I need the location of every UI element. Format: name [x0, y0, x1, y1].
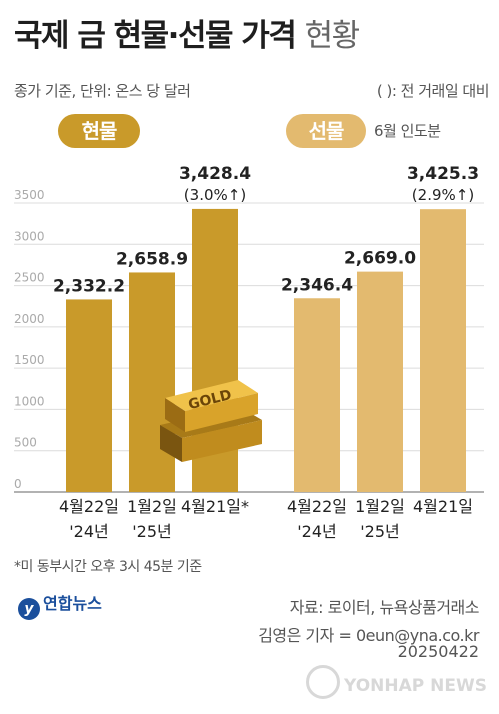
change-note: ( ): 전 거래일 대비	[376, 82, 490, 100]
gold-bar-bottom-front	[182, 420, 262, 462]
title-main: 국제 금 현물·선물 가격	[14, 18, 297, 54]
date-label: 4월22일	[59, 497, 119, 516]
page-title: 국제 금 현물·선물 가격 현황	[14, 10, 361, 55]
y-tick-label: 1000	[14, 394, 45, 408]
y-tick-label: 1500	[14, 353, 45, 367]
spot-badge: 현물	[58, 114, 140, 148]
y-tick-label: 0	[14, 477, 22, 491]
gold-bar-top-front	[185, 393, 258, 432]
date-label: 1월2일	[355, 497, 405, 516]
watermark-icon	[306, 665, 341, 699]
year-label: '24년	[297, 522, 336, 541]
title-suffix: 현황	[304, 18, 361, 54]
value-label: 3,425.3	[407, 164, 479, 184]
watermark-text: YONHAP NEWS	[344, 676, 487, 696]
bar	[357, 271, 403, 492]
value-label: 3,428.4	[179, 164, 251, 184]
date-stamp: 20250422	[397, 642, 479, 661]
bar	[129, 272, 175, 492]
yonhap-logo: y 연합뉴스	[18, 590, 102, 620]
futures-badge: 선물	[286, 114, 366, 148]
year-label: '25년	[132, 522, 171, 541]
date-label: 4월22일	[287, 497, 347, 516]
bar	[420, 209, 466, 492]
bars-layer: 2,332.2 4월22일 '24년 2,658.9 1월2일 '25년 3,428.4 (3…	[53, 164, 479, 541]
date-label: 4월21일	[413, 497, 473, 516]
footnote: *미 동부시간 오후 3시 45분 기준	[14, 559, 202, 575]
yonhap-logo-icon: y	[18, 598, 40, 620]
value-label: 2,658.9	[116, 249, 188, 269]
y-tick-label: 500	[14, 436, 37, 450]
gold-bar-illustration: GOLD	[160, 380, 262, 462]
futures-delivery-note: 6월 인도분	[374, 122, 441, 140]
source-note: 자료: 로이터, 뉴욕상품거래소	[289, 598, 480, 617]
year-label: '25년	[360, 522, 399, 541]
value-label: 2,332.2	[53, 276, 125, 296]
year-label: '24년	[69, 522, 108, 541]
value-label: 2,346.4	[281, 275, 353, 295]
change-label: (3.0%↑)	[184, 186, 246, 204]
y-tick-label: 2000	[14, 312, 45, 326]
y-tick-label: 3500	[14, 188, 45, 202]
y-tick-label: 2500	[14, 271, 45, 285]
logo-text: 연합뉴스	[43, 594, 102, 613]
bar	[294, 298, 340, 492]
date-label: 1월2일	[127, 497, 177, 516]
y-tick-label: 3000	[14, 229, 45, 243]
unit-note: 종가 기준, 단위: 온스 당 달러	[14, 82, 191, 100]
date-label: 4월21일*	[181, 497, 249, 516]
gold-bar-bottom-side	[160, 425, 182, 462]
gold-bar-top-top	[165, 380, 258, 411]
watermark: YONHAP NEWS	[306, 665, 487, 699]
gold-bar-top-side	[165, 398, 185, 432]
credit-note: 김영은 기자 = 0eun@yna.co.kr	[258, 626, 479, 645]
bar	[66, 299, 112, 492]
value-label: 2,669.0	[344, 249, 416, 269]
change-label: (2.9%↑)	[412, 186, 474, 204]
